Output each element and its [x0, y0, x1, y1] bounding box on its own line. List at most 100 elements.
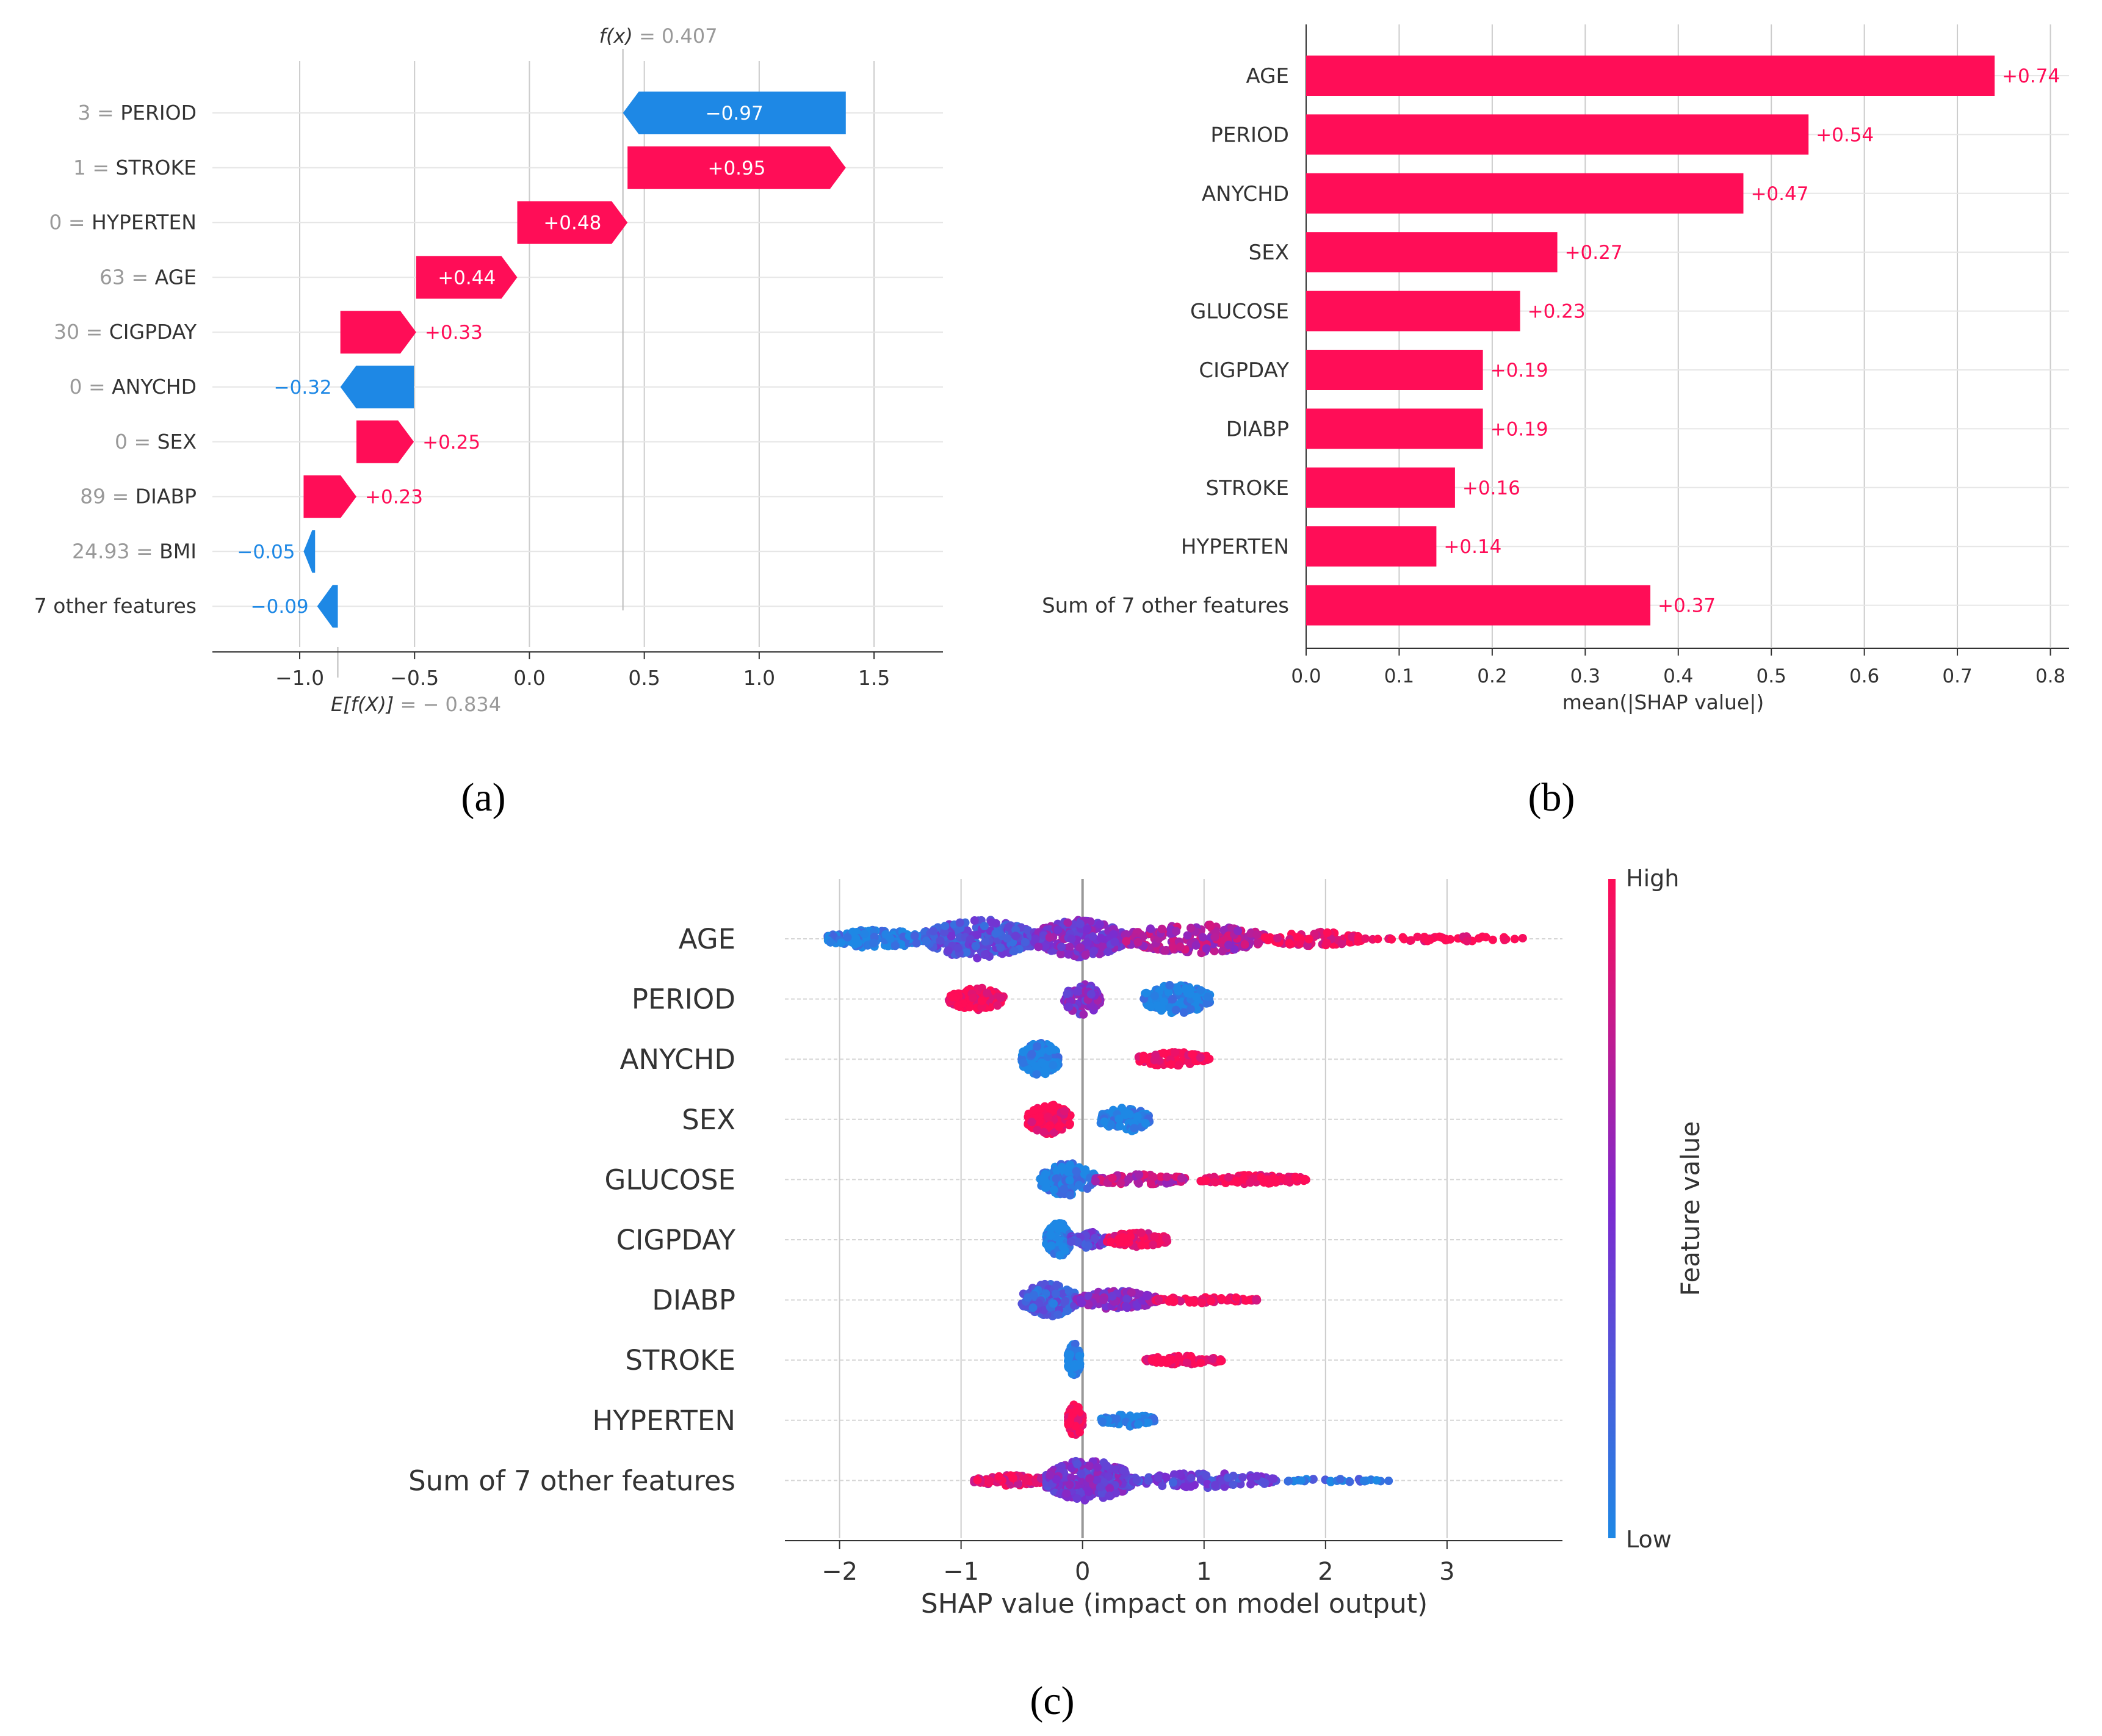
category-label: HYPERTEN: [1181, 535, 1289, 559]
feature-value: 1: [73, 156, 86, 179]
swarm-dot: [1161, 1234, 1171, 1243]
swarm-dot: [1223, 1473, 1232, 1482]
swarm-dot: [1021, 1474, 1030, 1483]
x-tick-label: 0.0: [1291, 665, 1321, 687]
x-tick-label: 0.6: [1849, 665, 1879, 687]
swarm-dot: [870, 933, 879, 942]
swarm-dot: [1207, 1297, 1216, 1306]
swarm-dot: [1186, 1474, 1196, 1483]
swarm-dot: [973, 953, 982, 963]
swarm-dot: [1106, 1237, 1115, 1246]
fx-value: = 0.407: [633, 24, 718, 48]
swarm-dot: [1162, 1473, 1171, 1482]
equals-sign: =: [91, 101, 121, 125]
x-tick-label: −1: [943, 1558, 979, 1586]
swarm-dot: [1067, 935, 1076, 944]
swarm-dot: [1165, 1297, 1174, 1306]
swarm-dot: [922, 936, 931, 946]
swarm-dot: [941, 922, 950, 931]
swarm-dot: [1122, 1295, 1132, 1304]
base-label: E[f(X)] = − 0.834: [331, 693, 501, 716]
swarm-dot: [1108, 1292, 1117, 1301]
x-tick-label: −2: [822, 1558, 858, 1586]
swarm-dot: [1260, 933, 1270, 942]
bar: [1306, 467, 1455, 508]
caption-c: (c): [1030, 1679, 1074, 1723]
swarm-dot: [1055, 1123, 1064, 1132]
swarm-dot: [1146, 924, 1155, 933]
swarm-dot: [1150, 991, 1159, 1000]
x-tick-label: 1.0: [743, 666, 775, 690]
feature-value: 30: [54, 320, 79, 344]
swarm-dot: [1052, 1174, 1061, 1184]
bar-value-label: +0.95: [707, 157, 765, 179]
swarm-dot: [1037, 1058, 1046, 1067]
swarm-dot: [1110, 938, 1119, 947]
swarm-dot: [1285, 939, 1294, 948]
bar-value-label: +0.27: [1565, 242, 1623, 264]
swarm-dot: [1063, 1167, 1072, 1176]
bar-value-label: +0.47: [1750, 183, 1808, 205]
swarm-dot: [1090, 1234, 1099, 1243]
swarm-dot: [1174, 1353, 1183, 1362]
swarm-dot: [1033, 1126, 1042, 1135]
swarm-dot: [1230, 945, 1239, 954]
swarm-dot: [1196, 986, 1205, 995]
waterfall-bar: [303, 475, 357, 518]
swarm-dot: [1075, 919, 1085, 928]
bar: [1306, 114, 1809, 155]
feature-value: 3: [78, 101, 91, 125]
waterfall-bar: [340, 366, 414, 408]
swarm-dot: [1056, 950, 1066, 959]
feature-name: HYPERTEN: [92, 211, 197, 234]
swarm-dot: [1009, 947, 1019, 956]
swarm-dot: [1049, 1185, 1058, 1195]
swarm-dot: [1210, 933, 1219, 942]
waterfall-bar: [627, 146, 846, 189]
row-label: 3 = PERIOD: [78, 101, 197, 125]
swarm-dot: [981, 937, 990, 946]
swarm-dot: [1168, 995, 1177, 1004]
swarm-dot: [1322, 938, 1331, 947]
swarm-dot: [1141, 1119, 1150, 1128]
swarm-dot: [910, 931, 919, 941]
equals-sign: =: [86, 156, 116, 179]
swarm-dot: [969, 993, 978, 1002]
swarm-dot: [1192, 1005, 1201, 1014]
colorbar-low-label: Low: [1626, 1526, 1672, 1553]
swarm-dot: [1062, 1489, 1071, 1498]
swarm-dot: [881, 930, 890, 939]
colorbar-high-label: High: [1626, 865, 1679, 892]
swarm-dot: [1105, 1491, 1114, 1500]
swarm-dot: [1218, 1295, 1227, 1304]
swarm-dot: [1241, 1296, 1251, 1305]
swarm-dot: [1114, 1115, 1124, 1124]
swarm-dot: [1075, 1351, 1084, 1361]
bar-value-label: +0.37: [1658, 595, 1716, 617]
swarm-dot: [1047, 1231, 1056, 1240]
x-tick-label: 0: [1075, 1558, 1090, 1586]
swarm-dot: [1192, 993, 1201, 1002]
bar-value-label: +0.54: [1816, 124, 1874, 146]
swarm-dot: [1474, 934, 1483, 943]
swarm-dot: [1154, 1473, 1163, 1482]
category-label: DIABP: [1226, 417, 1289, 441]
feature-value: 0: [115, 430, 128, 454]
swarm-dot: [1029, 1290, 1038, 1300]
swarm-dot: [1099, 1295, 1108, 1304]
swarm-dot: [1174, 1060, 1183, 1069]
swarm-dot: [1064, 1350, 1073, 1359]
swarm-dot: [1083, 1184, 1092, 1193]
base-value: = − 0.834: [394, 693, 501, 716]
swarm-dot: [1065, 1119, 1074, 1129]
swarm-dot: [1191, 941, 1201, 950]
swarm-dot: [1259, 1178, 1268, 1187]
x-tick-label: 0.5: [1757, 665, 1786, 687]
swarm-dot: [1019, 1047, 1028, 1057]
equals-sign: =: [125, 265, 155, 289]
row-label: 1 = STROKE: [73, 156, 197, 179]
feature-label: STROKE: [625, 1344, 735, 1376]
row-label: 0 = HYPERTEN: [49, 211, 197, 234]
swarm-dot: [1246, 1480, 1255, 1489]
swarm-dot: [1122, 930, 1131, 939]
